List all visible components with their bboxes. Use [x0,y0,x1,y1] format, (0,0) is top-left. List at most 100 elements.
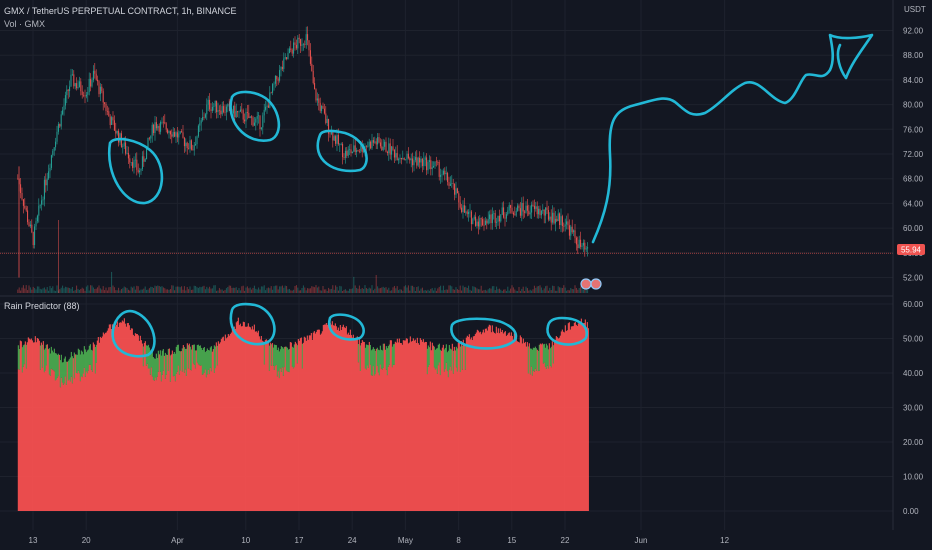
area-column-red [43,372,45,511]
area-column-green [280,346,282,372]
area-column-green [283,346,285,368]
volume-bar [274,285,276,293]
area-column-red [76,373,78,511]
volume-bar [423,290,425,293]
candle-body [196,136,198,145]
event-marker-icon[interactable] [590,278,602,290]
area-column-red [485,328,487,511]
area-column-red [495,326,497,511]
candle-body [505,214,507,219]
candle-body [153,124,155,133]
candle-body [66,89,68,96]
area-column-green [25,344,27,369]
candle-body [60,114,62,127]
volume-bar [426,290,428,293]
area-column-red [561,329,563,511]
indicator-legend[interactable]: Rain Predictor (88) [4,301,80,311]
area-column-green [193,344,195,365]
volume-legend[interactable]: Vol · GMX [4,19,46,29]
area-column-red [125,326,127,511]
symbol-legend[interactable]: GMX / TetherUS PERPETUAL CONTRACT, 1h, B… [4,6,237,16]
area-column-green [89,344,91,365]
volume-bar [210,288,212,293]
area-column-red [524,341,526,511]
event-markers[interactable] [580,278,602,290]
volume-bar [512,287,514,293]
candle-body [127,152,129,159]
area-column-red [253,324,255,511]
candle-body [454,183,456,195]
area-column-red [229,333,231,511]
candle-body [288,48,290,54]
volume-bar [477,289,479,293]
volume-bar [370,288,372,293]
area-column-red [522,338,524,511]
area-column-red [480,334,482,511]
area-column-red [313,331,315,511]
area-column-red [116,321,118,511]
area-column-green [387,345,389,367]
area-column-red [356,336,358,511]
volume-bar [482,290,484,293]
volume-bar [533,285,535,293]
area-column-red [566,330,568,511]
volume-bar [64,286,66,293]
area-column-red [60,377,62,511]
volume-bar [497,289,499,293]
area-column-red [139,335,141,511]
time-tick-label: 8 [456,536,461,545]
area-column-red [403,340,405,511]
candle-body [24,205,26,208]
candle-body [337,135,339,145]
area-column-green [77,348,79,371]
volume-bar [475,287,477,293]
area-column-green [61,362,63,383]
time-tick-label: 15 [507,536,516,545]
volume-bar [361,287,363,293]
area-column-red [99,336,101,511]
candle-body [161,121,163,123]
area-column-red [570,326,572,511]
area-column-green [445,344,447,363]
candle-body [164,122,166,124]
area-column-red [115,324,117,511]
area-column-red [166,354,168,511]
area-column-red [527,373,529,511]
volume-bar [132,287,134,293]
area-column-red [50,368,52,511]
volume-bar [503,289,505,293]
last-price-tag-text: 55.94 [901,246,922,255]
time-axis[interactable]: 13 20 Apr 10 17 24 May 8 15 22 Jun 12 [29,536,730,545]
volume-bar [528,290,530,293]
area-column-red [163,355,165,511]
candle-body [179,131,181,134]
volume-bar [42,288,44,293]
candle-body [311,63,313,71]
area-column-red [25,368,27,511]
candle-body [35,221,37,227]
volume-bar [552,285,554,293]
area-column-red [507,333,509,511]
time-tick-label: Jun [635,536,648,545]
volume-bar [62,285,64,293]
area-column-green [436,348,438,374]
event-marker-icon[interactable] [580,278,592,290]
volume-bar [311,286,313,293]
area-column-red [453,346,455,511]
area-column-red [428,364,430,511]
candle-body [456,188,458,194]
area-column-red [404,340,406,511]
candle-body [321,105,323,112]
area-column-red [28,338,30,511]
candle-body [217,110,219,113]
volume-bar [235,287,237,293]
candle-body [76,83,78,89]
volume-bar [351,288,353,293]
volume-bar [489,288,491,293]
volume-bar [181,286,183,293]
area-column-red [579,323,581,511]
area-column-red [439,375,441,511]
area-column-red [63,383,65,511]
area-column-red [265,339,267,511]
